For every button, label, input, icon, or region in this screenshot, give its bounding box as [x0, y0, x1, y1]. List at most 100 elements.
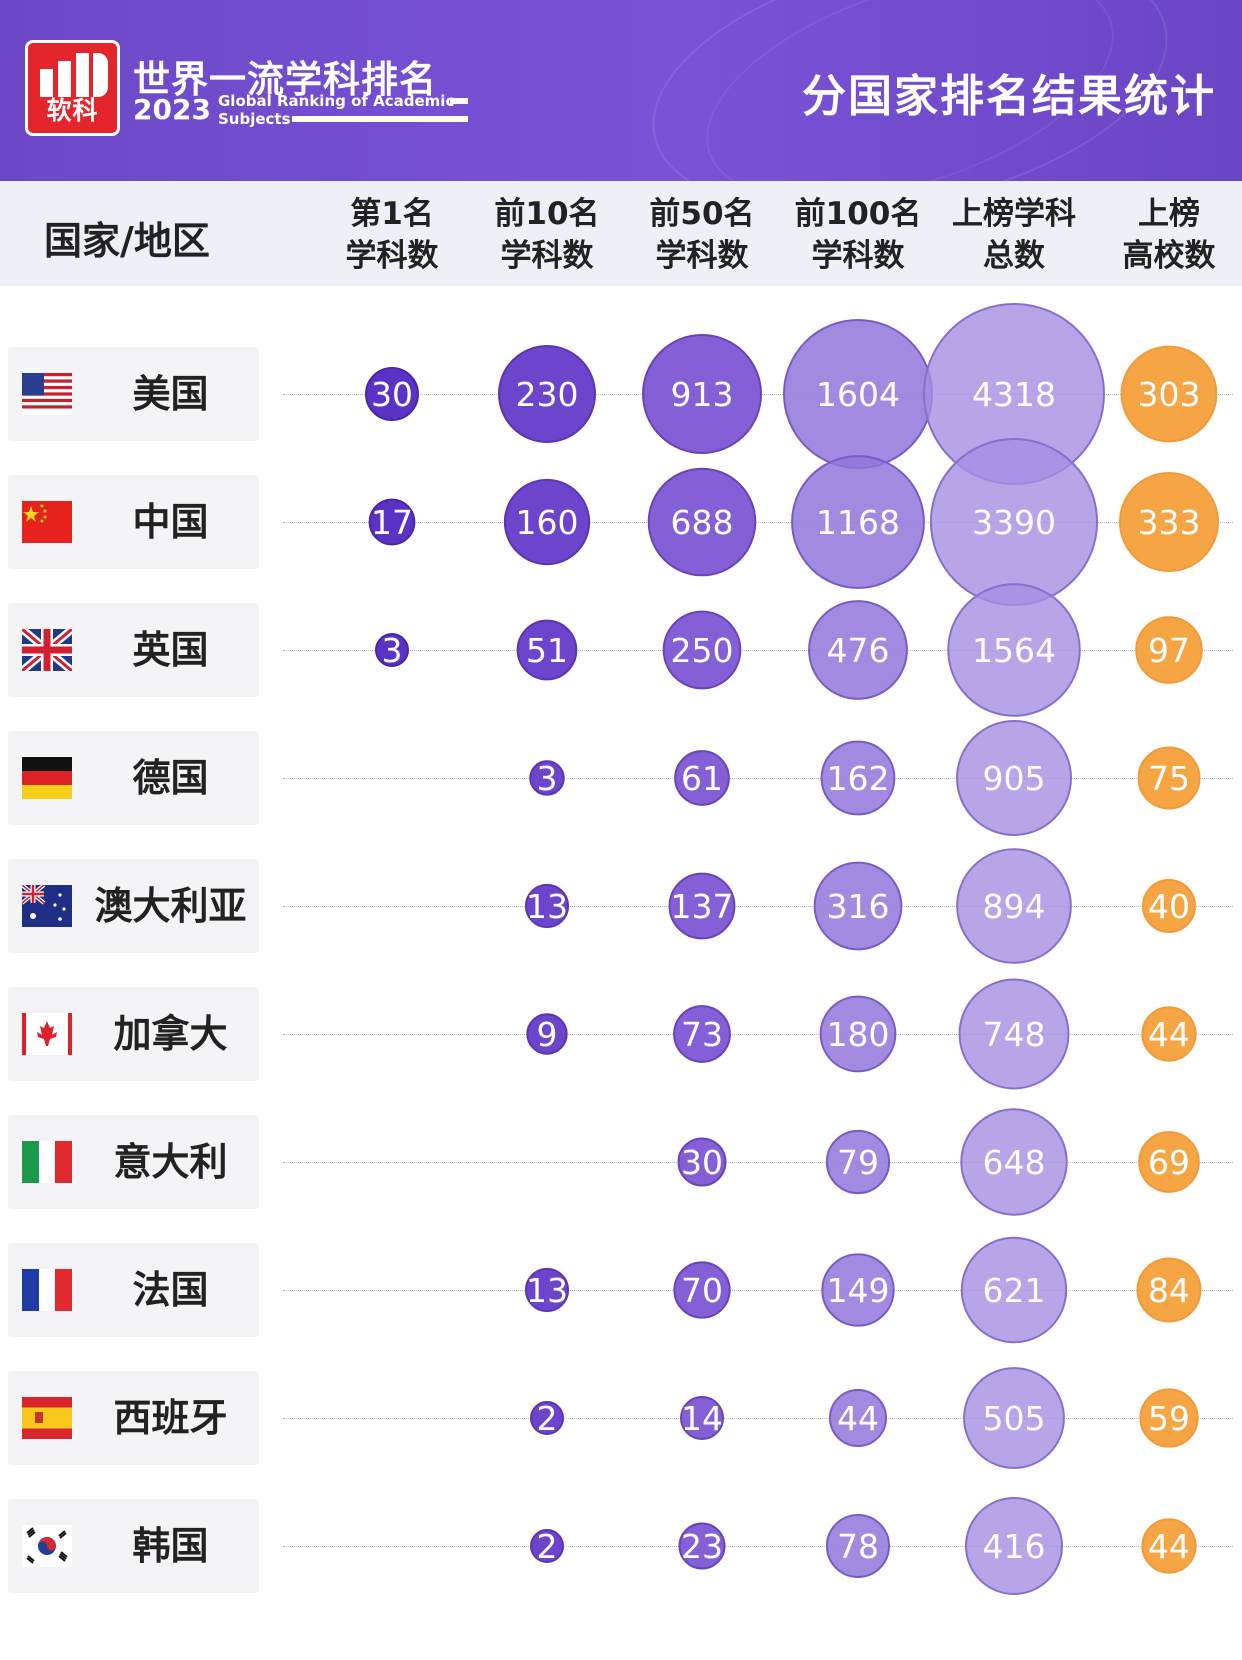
bubble-label-universities: 44	[1148, 1527, 1190, 1566]
column-header-line: 第1名	[350, 196, 434, 232]
bubble-label-universities: 69	[1148, 1143, 1190, 1182]
bubble-label-top50: 913	[671, 375, 734, 414]
country-column-header: 国家/地区	[44, 219, 210, 263]
logo-bars-icon	[40, 53, 110, 97]
bubble-label-top1: 3	[382, 631, 403, 670]
column-header-line: 上榜学科	[952, 196, 1076, 232]
bubble-top10	[498, 345, 596, 443]
bubble-label-universities: 97	[1148, 631, 1190, 670]
bubble-total	[965, 1497, 1063, 1595]
bubble-top50	[674, 750, 730, 806]
column-header-bar: 国家/地区 第1名 学科数 前10名 学科数 前50名 学科数 前100名 学科数 上榜学科 总数…	[0, 181, 1242, 286]
bubble-label-top100: 149	[827, 1271, 890, 1310]
page-title: 分国家排名结果统计	[802, 71, 1216, 122]
bubble-label-top10: 230	[516, 375, 579, 414]
bubble-label-top50: 250	[671, 631, 734, 670]
bubble-top1	[375, 633, 409, 667]
bubble-label-universities: 333	[1138, 503, 1201, 542]
row-guide-line	[283, 1034, 1233, 1035]
au-flag-icon	[22, 885, 72, 927]
column-header-line: 学科数	[345, 238, 439, 274]
bubble-total	[947, 583, 1081, 717]
bubble-label-total: 4318	[972, 375, 1056, 414]
bubble-label-top100: 79	[837, 1143, 879, 1182]
country-name: 意大利	[113, 1140, 228, 1184]
column-header-line: 学科数	[500, 238, 594, 274]
ranking-title-en-subjects: Subjects	[218, 110, 291, 128]
bubble-top10	[516, 619, 578, 681]
row-guide-line	[283, 522, 1233, 523]
country-name: 法国	[132, 1268, 209, 1312]
bubble-top50	[678, 1522, 726, 1570]
bubble-label-top10: 2	[537, 1527, 558, 1566]
bubble-top10	[524, 883, 570, 929]
bubble-top1	[365, 367, 419, 421]
bubble-top10	[503, 478, 591, 566]
bubble-label-top50: 23	[681, 1527, 723, 1566]
bubble-label-top100: 316	[827, 887, 890, 926]
column-header-line: 前50名	[649, 196, 755, 232]
bubble-universities	[1141, 1006, 1197, 1062]
it-flag-icon	[22, 1141, 72, 1183]
ca-flag-icon	[22, 1013, 72, 1055]
bubble-total	[956, 848, 1072, 964]
column-header-top1: 第1名学科数	[317, 193, 467, 277]
bubble-top10	[526, 1013, 568, 1055]
bubble-universities	[1141, 1518, 1197, 1574]
ranking-title: 世界一流学科排名	[133, 58, 437, 101]
bubble-universities	[1138, 1131, 1200, 1193]
bubble-label-total: 648	[983, 1143, 1046, 1182]
bubble-label-top50: 73	[681, 1015, 723, 1054]
bubble-label-top100: 1168	[816, 503, 900, 542]
bubble-top50	[673, 1261, 731, 1319]
bubble-top50	[668, 872, 736, 940]
bubble-label-top10: 9	[537, 1015, 558, 1054]
bubble-top50	[662, 610, 742, 690]
title-underline	[292, 116, 468, 122]
bubble-label-universities: 44	[1148, 1015, 1190, 1054]
us-flag-icon	[22, 373, 72, 415]
de-flag-icon	[22, 757, 72, 799]
column-header-line: 上榜	[1138, 196, 1200, 232]
bubble-universities	[1136, 1257, 1202, 1323]
bubble-label-total: 621	[983, 1271, 1046, 1310]
country-row-label: 英国	[8, 603, 259, 697]
bubble-label-universities: 75	[1148, 759, 1190, 798]
bubble-total	[963, 1367, 1065, 1469]
country-row-label: 德国	[8, 731, 259, 825]
bubble-label-top50: 137	[671, 887, 734, 926]
bubble-top50	[677, 1137, 727, 1187]
bubble-label-total: 894	[983, 887, 1046, 926]
row-guide-line	[283, 778, 1233, 779]
bubble-top100	[825, 1513, 891, 1579]
bubble-top100	[813, 861, 903, 951]
bubble-universities	[1139, 1388, 1199, 1448]
bubble-top50	[647, 467, 757, 577]
logo-text: 软科	[46, 96, 99, 125]
bubble-top100	[808, 600, 908, 700]
fr-flag-icon	[22, 1269, 72, 1311]
country-name: 英国	[132, 628, 209, 672]
bubble-label-top100: 180	[827, 1015, 890, 1054]
bubble-label-total: 505	[983, 1399, 1046, 1438]
country-row-label: 中国	[8, 475, 259, 569]
bubble-label-top10: 13	[526, 1271, 568, 1310]
column-header-total: 上榜学科 总数	[939, 193, 1089, 277]
bubble-universities	[1119, 472, 1219, 572]
bubble-label-top1: 30	[371, 375, 413, 414]
bubble-top1	[368, 498, 416, 546]
bubble-label-total: 905	[983, 759, 1046, 798]
country-name: 德国	[132, 756, 209, 800]
bubble-label-top10: 3	[537, 759, 558, 798]
bubble-top10	[524, 1267, 570, 1313]
bubble-label-top100: 78	[837, 1527, 879, 1566]
bubble-top100	[820, 740, 896, 816]
bubble-label-top10: 160	[516, 503, 579, 542]
bubble-label-top50: 30	[681, 1143, 723, 1182]
country-name: 美国	[132, 372, 209, 416]
column-header-top100: 前100名 学科数	[783, 193, 933, 277]
bubble-label-top50: 688	[671, 503, 734, 542]
country-row-label: 韩国	[8, 1499, 259, 1593]
bubble-label-top10: 13	[526, 887, 568, 926]
row-guide-line	[283, 906, 1233, 907]
